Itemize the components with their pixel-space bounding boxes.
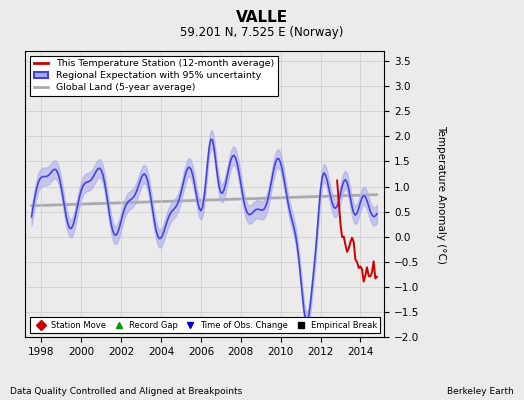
Text: 59.201 N, 7.525 E (Norway): 59.201 N, 7.525 E (Norway) (180, 26, 344, 39)
Y-axis label: Temperature Anomaly (°C): Temperature Anomaly (°C) (436, 125, 446, 264)
Text: Berkeley Earth: Berkeley Earth (447, 387, 514, 396)
Text: VALLE: VALLE (236, 10, 288, 25)
Legend: Station Move, Record Gap, Time of Obs. Change, Empirical Break: Station Move, Record Gap, Time of Obs. C… (30, 318, 380, 333)
Text: Data Quality Controlled and Aligned at Breakpoints: Data Quality Controlled and Aligned at B… (10, 387, 243, 396)
